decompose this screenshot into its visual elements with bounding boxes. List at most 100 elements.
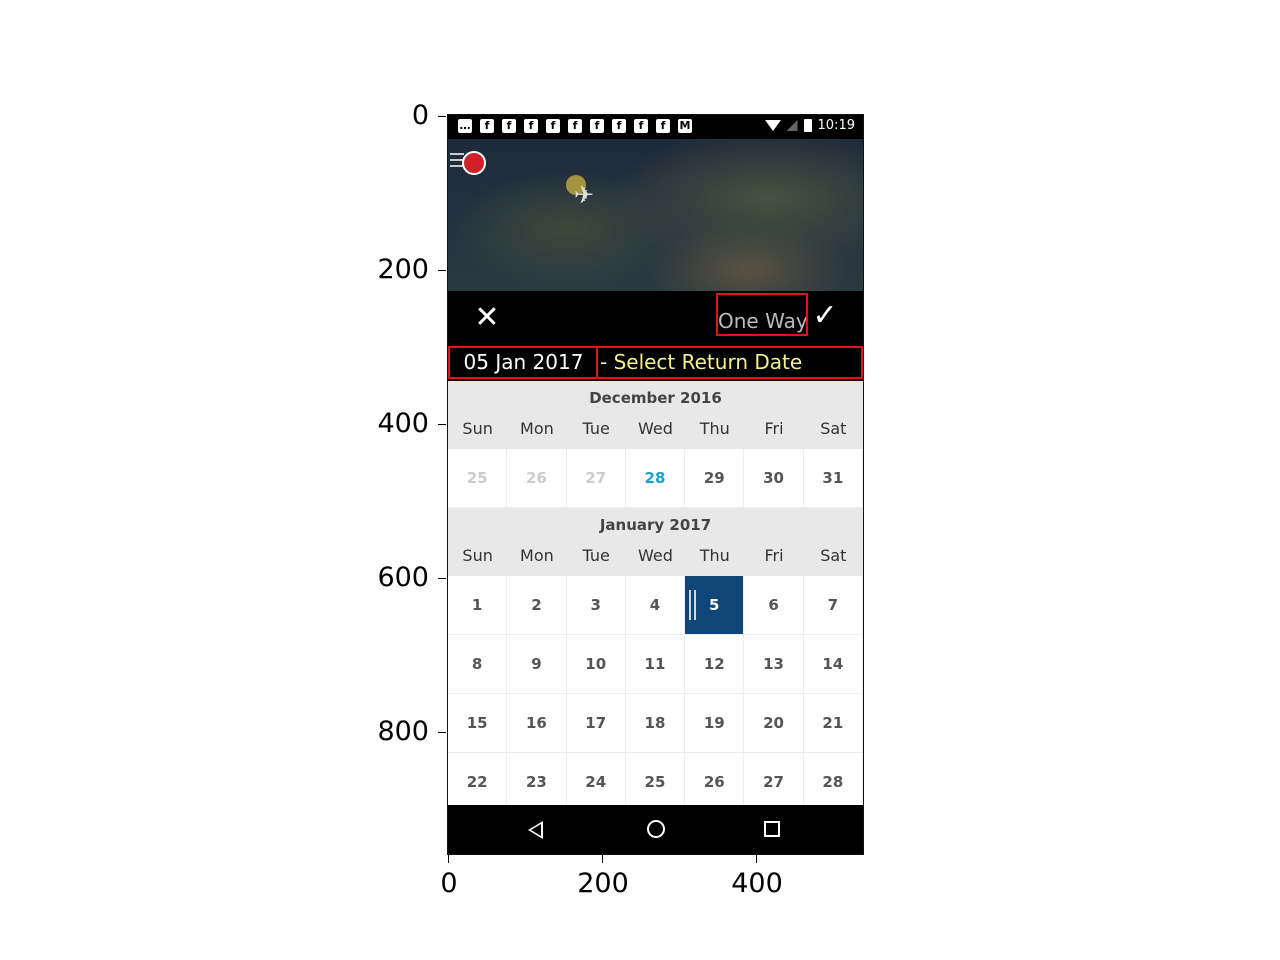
week-row: 15 16 17 18 19 20 21 <box>448 694 863 753</box>
day-cell[interactable]: 28 <box>803 753 863 812</box>
x-tick-label: 400 <box>731 868 783 899</box>
month-title: December 2016 <box>589 389 722 407</box>
day-cell[interactable]: 8 <box>448 635 508 694</box>
day-cell[interactable]: 3 <box>566 576 626 635</box>
day-cell[interactable]: 17 <box>566 694 626 753</box>
weekday-label: Mon <box>520 546 554 565</box>
weekday-label: Tue <box>582 419 610 438</box>
y-tick-label: 400 <box>377 408 429 439</box>
day-cell: 27 <box>566 449 626 508</box>
day-cell[interactable]: 19 <box>685 694 745 753</box>
day-cell[interactable]: 15 <box>448 694 508 753</box>
wifi-icon <box>764 120 781 131</box>
facebook-icon: f <box>480 119 494 133</box>
day-cell[interactable]: 23 <box>507 753 567 812</box>
day-cell[interactable]: 1 <box>448 576 508 635</box>
location-pin-icon <box>566 175 586 195</box>
date-selection-bar: 05 Jan 2017 - Select Return Date <box>448 346 863 379</box>
day-cell[interactable]: 12 <box>685 635 745 694</box>
x-tick <box>756 855 758 863</box>
system-status: 10:19 <box>764 118 855 133</box>
back-icon[interactable] <box>528 821 543 839</box>
day-cell[interactable]: 28 <box>625 449 686 508</box>
y-tick-label: 200 <box>377 254 429 285</box>
y-tick <box>438 578 446 580</box>
day-cell[interactable]: 26 <box>685 753 745 812</box>
home-icon[interactable] <box>647 820 665 838</box>
plane-icon: ✈ <box>574 181 595 209</box>
day-cell[interactable]: 13 <box>744 635 804 694</box>
day-cell[interactable]: 24 <box>566 753 626 812</box>
day-cell[interactable]: 30 <box>744 449 804 508</box>
facebook-icon: f <box>568 119 582 133</box>
weekday-label: Thu <box>699 546 730 565</box>
message-icon: … <box>458 119 472 133</box>
day-cell[interactable]: 21 <box>803 694 863 753</box>
day-cell[interactable]: 20 <box>744 694 804 753</box>
android-nav-bar <box>448 805 863 854</box>
day-cell: 26 <box>507 449 567 508</box>
close-button[interactable]: ✕ <box>474 300 500 335</box>
facebook-icon: f <box>546 119 560 133</box>
day-cell[interactable]: 5 <box>685 576 745 635</box>
day-cell[interactable]: 9 <box>507 635 567 694</box>
day-cell[interactable]: 25 <box>625 753 686 812</box>
x-tick-label: 0 <box>440 868 458 899</box>
day-cell[interactable]: 6 <box>744 576 804 635</box>
weekday-row: Sun Mon Tue Wed Thu Fri Sat <box>448 419 863 438</box>
y-tick-label: 600 <box>377 562 429 593</box>
departure-date[interactable]: 05 Jan 2017 <box>451 347 598 379</box>
y-tick <box>438 270 446 272</box>
date-picker-header: ✕ One Way ✓ <box>448 291 863 346</box>
confirm-check-button[interactable]: ✓ <box>812 298 838 333</box>
day-cell[interactable]: 22 <box>448 753 508 812</box>
day-cell[interactable]: 14 <box>803 635 863 694</box>
facebook-icon: f <box>612 119 626 133</box>
weekday-label: Sun <box>462 419 493 438</box>
day-cell[interactable]: 16 <box>507 694 567 753</box>
day-cell[interactable]: 2 <box>507 576 567 635</box>
facebook-icon: f <box>590 119 604 133</box>
weekday-label: Mon <box>520 419 554 438</box>
y-tick-label: 0 <box>411 100 429 131</box>
day-cell[interactable]: 18 <box>625 694 686 753</box>
weekday-label: Thu <box>699 419 730 438</box>
day-cell[interactable]: 29 <box>685 449 745 508</box>
return-date-prompt[interactable]: - Select Return Date <box>600 350 803 374</box>
y-tick <box>438 116 446 118</box>
x-tick <box>448 855 450 863</box>
weekday-label: Sun <box>462 546 493 565</box>
calendar: December 2016 Sun Mon Tue Wed Thu Fri Sat 25 26 27… <box>448 381 863 812</box>
day-cell[interactable]: 31 <box>803 449 863 508</box>
weekday-label: Sat <box>820 419 847 438</box>
recent-apps-icon[interactable] <box>764 821 780 837</box>
hamburger-menu-icon[interactable] <box>450 153 464 169</box>
week-row: 8 9 10 11 12 13 14 <box>448 635 863 694</box>
mail-icon: M <box>678 119 692 133</box>
notification-icons: … f f f f f f f f f M <box>458 119 692 133</box>
battery-icon <box>803 119 812 132</box>
facebook-icon: f <box>634 119 648 133</box>
one-way-button[interactable]: One Way <box>716 293 808 336</box>
y-tick <box>438 424 446 426</box>
facebook-icon: f <box>524 119 538 133</box>
day-cell[interactable]: 27 <box>744 753 804 812</box>
week-row: 25 26 27 28 29 30 31 <box>448 449 863 508</box>
day-cell[interactable]: 10 <box>566 635 626 694</box>
weekday-label: Wed <box>638 419 673 438</box>
signal-icon <box>786 120 798 131</box>
weekday-row: Sun Mon Tue Wed Thu Fri Sat <box>448 546 863 565</box>
day-cell: 25 <box>448 449 508 508</box>
weekday-label: Fri <box>764 419 784 438</box>
weekday-label: Sat <box>820 546 847 565</box>
status-bar: … f f f f f f f f f M 10:19 <box>448 115 863 139</box>
day-cell[interactable]: 11 <box>625 635 686 694</box>
day-cell[interactable]: 4 <box>625 576 686 635</box>
weekday-label: Wed <box>638 546 673 565</box>
weekday-label: Fri <box>764 546 784 565</box>
facebook-icon: f <box>502 119 516 133</box>
day-cell[interactable]: 7 <box>803 576 863 635</box>
month-header: January 2017 Sun Mon Tue Wed Thu Fri Sat <box>448 508 863 576</box>
phone-screen: … f f f f f f f f f M 10:19 ✈ ✕ One Way … <box>447 114 864 855</box>
